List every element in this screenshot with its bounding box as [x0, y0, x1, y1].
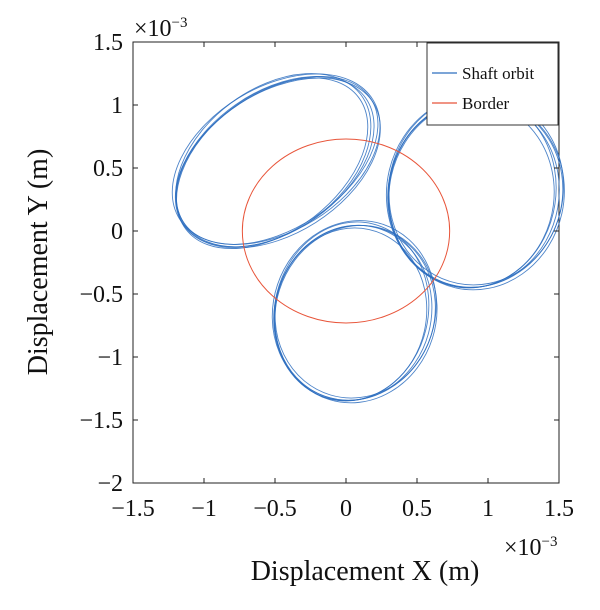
- x-tick-label: −1: [191, 496, 217, 522]
- x-tick-label: −0.5: [253, 496, 297, 522]
- y-tick-label: −1.5: [79, 408, 123, 434]
- legend-box: [426, 42, 559, 126]
- orbit-trace: [171, 73, 381, 245]
- orbit-trace: [274, 224, 436, 399]
- y-tick-label: −0.5: [79, 282, 123, 308]
- orbit-trace: [273, 224, 433, 401]
- x-tick-label: 0: [340, 496, 352, 522]
- y-tick-label: 1.5: [93, 30, 123, 56]
- x-tick-label: 1: [482, 496, 494, 522]
- orbit-trace: [176, 77, 369, 250]
- y-tick-label: −2: [97, 471, 123, 497]
- orbit-trace: [175, 73, 372, 248]
- y-exponent-label: ×10−3: [134, 15, 188, 42]
- y-tick-label: −1: [97, 345, 123, 371]
- y-tick-label: 0: [111, 219, 123, 245]
- orbit-trace: [271, 220, 437, 401]
- y-axis-label: Displacement Y (m): [23, 149, 54, 376]
- x-tick-label: −1.5: [111, 496, 155, 522]
- legend-label-border: Border: [462, 94, 510, 113]
- legend-label-shaft-orbit: Shaft orbit: [462, 64, 535, 83]
- border-layer: [241, 138, 451, 324]
- y-tick-label: 1: [111, 93, 123, 119]
- orbit-trace: [175, 76, 375, 248]
- orbit-trace: [274, 225, 438, 404]
- legend: Shaft orbit Border: [426, 42, 559, 126]
- y-axis-ticks: −2 −1.5 −1 −0.5 0 0.5 1 1.5: [79, 30, 559, 497]
- border-circle: [241, 138, 451, 324]
- x-axis-label: Displacement X (m): [251, 556, 480, 587]
- orbit-trace: [273, 227, 428, 402]
- x-exponent-label: ×10−3: [504, 534, 558, 561]
- x-axis-ticks: −1.5 −1 −0.5 0 0.5 1 1.5: [111, 42, 574, 522]
- orbit-trace: [273, 221, 430, 402]
- y-tick-label: 0.5: [93, 156, 123, 182]
- x-tick-label: 1.5: [544, 496, 574, 522]
- x-tick-label: 0.5: [402, 496, 432, 522]
